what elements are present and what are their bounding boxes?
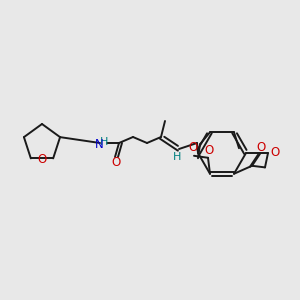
Text: O: O <box>270 146 280 160</box>
Text: O: O <box>204 144 214 157</box>
Text: H: H <box>100 137 108 147</box>
Text: O: O <box>188 141 198 154</box>
Text: O: O <box>111 157 121 169</box>
Text: O: O <box>38 153 46 166</box>
Text: N: N <box>94 137 103 151</box>
Text: O: O <box>256 141 266 154</box>
Text: H: H <box>173 152 181 162</box>
